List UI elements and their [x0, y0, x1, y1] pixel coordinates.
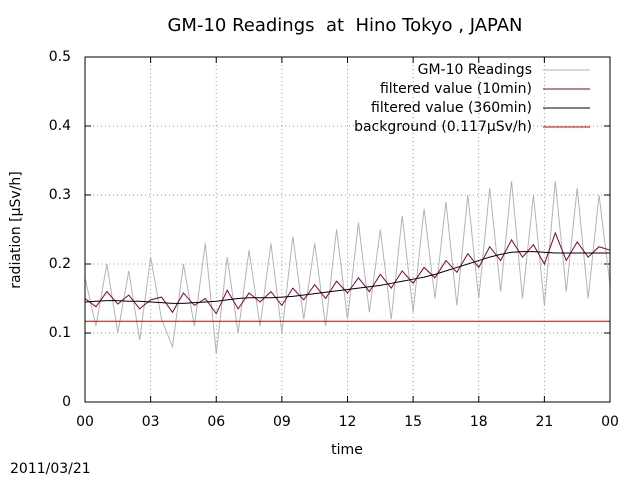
y-tick-label: 0.5 — [49, 49, 71, 65]
y-tick-label: 0.2 — [49, 256, 71, 272]
x-tick-label: 00 — [601, 414, 619, 430]
y-tick-label: 0 — [62, 394, 71, 410]
x-tick-label: 09 — [273, 414, 291, 430]
x-axis-label: time — [331, 442, 363, 458]
x-tick-label: 06 — [207, 414, 225, 430]
x-tick-label: 12 — [339, 414, 357, 430]
series-line — [84, 231, 611, 315]
date-label: 2011/03/21 — [10, 461, 91, 477]
x-tick-label: 18 — [470, 414, 488, 430]
legend-label: filtered value (10min) — [380, 81, 532, 97]
legend-label: filtered value (360min) — [371, 100, 532, 116]
y-axis-label: radiation [µSv/h] — [8, 171, 24, 289]
legend-label: GM-10 Readings — [418, 62, 532, 78]
legend-label: background (0.117µSv/h) — [354, 119, 532, 135]
x-tick-label: 00 — [76, 414, 94, 430]
series-line — [84, 251, 610, 304]
y-tick-label: 0.4 — [49, 118, 71, 134]
series-line — [84, 181, 611, 354]
y-tick-label: 0.1 — [49, 325, 71, 341]
x-tick-label: 03 — [142, 414, 160, 430]
x-tick-label: 15 — [404, 414, 422, 430]
y-tick-label: 0.3 — [49, 187, 71, 203]
chart-title: GM-10 Readings at Hino Tokyo , JAPAN — [167, 15, 522, 36]
plot-frame — [84, 56, 611, 403]
x-tick-label: 21 — [535, 414, 553, 430]
